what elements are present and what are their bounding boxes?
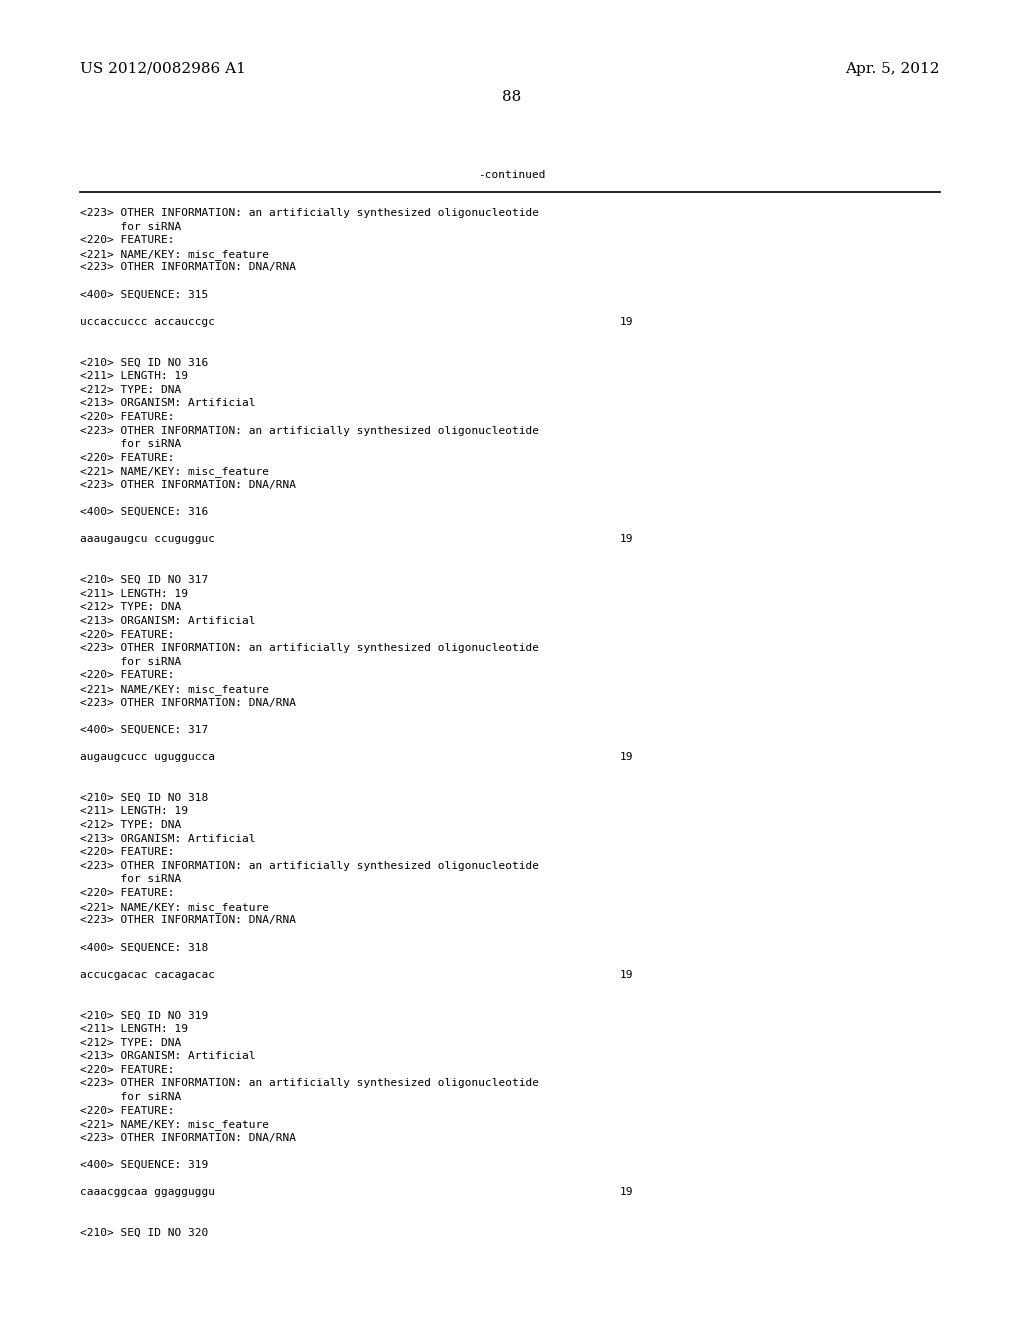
Text: <223> OTHER INFORMATION: an artificially synthesized oligonucleotide: <223> OTHER INFORMATION: an artificially… xyxy=(80,643,539,653)
Text: <210> SEQ ID NO 316: <210> SEQ ID NO 316 xyxy=(80,358,208,367)
Text: 19: 19 xyxy=(620,1187,634,1197)
Text: <213> ORGANISM: Artificial: <213> ORGANISM: Artificial xyxy=(80,1051,256,1061)
Text: <220> FEATURE:: <220> FEATURE: xyxy=(80,1106,174,1115)
Text: <212> TYPE: DNA: <212> TYPE: DNA xyxy=(80,1038,181,1048)
Text: <223> OTHER INFORMATION: DNA/RNA: <223> OTHER INFORMATION: DNA/RNA xyxy=(80,697,296,708)
Text: <220> FEATURE:: <220> FEATURE: xyxy=(80,235,174,246)
Text: <223> OTHER INFORMATION: DNA/RNA: <223> OTHER INFORMATION: DNA/RNA xyxy=(80,1133,296,1143)
Text: <400> SEQUENCE: 319: <400> SEQUENCE: 319 xyxy=(80,1160,208,1170)
Text: <221> NAME/KEY: misc_feature: <221> NAME/KEY: misc_feature xyxy=(80,248,269,260)
Text: <220> FEATURE:: <220> FEATURE: xyxy=(80,630,174,640)
Text: <210> SEQ ID NO 318: <210> SEQ ID NO 318 xyxy=(80,793,208,803)
Text: <223> OTHER INFORMATION: DNA/RNA: <223> OTHER INFORMATION: DNA/RNA xyxy=(80,263,296,272)
Text: <223> OTHER INFORMATION: an artificially synthesized oligonucleotide: <223> OTHER INFORMATION: an artificially… xyxy=(80,861,539,871)
Text: for siRNA: for siRNA xyxy=(80,657,181,667)
Text: <220> FEATURE:: <220> FEATURE: xyxy=(80,412,174,422)
Text: <213> ORGANISM: Artificial: <213> ORGANISM: Artificial xyxy=(80,834,256,843)
Text: <220> FEATURE:: <220> FEATURE: xyxy=(80,888,174,898)
Text: <400> SEQUENCE: 317: <400> SEQUENCE: 317 xyxy=(80,725,208,735)
Text: Apr. 5, 2012: Apr. 5, 2012 xyxy=(846,62,940,77)
Text: 88: 88 xyxy=(503,90,521,104)
Text: accucgacac cacagacac: accucgacac cacagacac xyxy=(80,970,215,979)
Text: <223> OTHER INFORMATION: DNA/RNA: <223> OTHER INFORMATION: DNA/RNA xyxy=(80,915,296,925)
Text: <210> SEQ ID NO 319: <210> SEQ ID NO 319 xyxy=(80,1010,208,1020)
Text: <221> NAME/KEY: misc_feature: <221> NAME/KEY: misc_feature xyxy=(80,466,269,478)
Text: <221> NAME/KEY: misc_feature: <221> NAME/KEY: misc_feature xyxy=(80,1119,269,1130)
Text: <211> LENGTH: 19: <211> LENGTH: 19 xyxy=(80,807,188,816)
Text: US 2012/0082986 A1: US 2012/0082986 A1 xyxy=(80,62,246,77)
Text: <223> OTHER INFORMATION: an artificially synthesized oligonucleotide: <223> OTHER INFORMATION: an artificially… xyxy=(80,209,539,218)
Text: <213> ORGANISM: Artificial: <213> ORGANISM: Artificial xyxy=(80,399,256,408)
Text: <211> LENGTH: 19: <211> LENGTH: 19 xyxy=(80,589,188,599)
Text: <213> ORGANISM: Artificial: <213> ORGANISM: Artificial xyxy=(80,616,256,626)
Text: <210> SEQ ID NO 320: <210> SEQ ID NO 320 xyxy=(80,1228,208,1238)
Text: for siRNA: for siRNA xyxy=(80,1092,181,1102)
Text: <220> FEATURE:: <220> FEATURE: xyxy=(80,1065,174,1074)
Text: -continued: -continued xyxy=(478,170,546,180)
Text: <223> OTHER INFORMATION: an artificially synthesized oligonucleotide: <223> OTHER INFORMATION: an artificially… xyxy=(80,1078,539,1089)
Text: aaaugaugcu ccugugguc: aaaugaugcu ccugugguc xyxy=(80,535,215,544)
Text: <220> FEATURE:: <220> FEATURE: xyxy=(80,671,174,680)
Text: 19: 19 xyxy=(620,317,634,327)
Text: <210> SEQ ID NO 317: <210> SEQ ID NO 317 xyxy=(80,576,208,585)
Text: <212> TYPE: DNA: <212> TYPE: DNA xyxy=(80,820,181,830)
Text: <221> NAME/KEY: misc_feature: <221> NAME/KEY: misc_feature xyxy=(80,902,269,912)
Text: uccaccuccc accauccgc: uccaccuccc accauccgc xyxy=(80,317,215,327)
Text: <211> LENGTH: 19: <211> LENGTH: 19 xyxy=(80,1024,188,1034)
Text: <220> FEATURE:: <220> FEATURE: xyxy=(80,847,174,857)
Text: for siRNA: for siRNA xyxy=(80,874,181,884)
Text: <223> OTHER INFORMATION: an artificially synthesized oligonucleotide: <223> OTHER INFORMATION: an artificially… xyxy=(80,425,539,436)
Text: for siRNA: for siRNA xyxy=(80,440,181,449)
Text: <212> TYPE: DNA: <212> TYPE: DNA xyxy=(80,385,181,395)
Text: caaacggcaa ggagguggu: caaacggcaa ggagguggu xyxy=(80,1187,215,1197)
Text: <221> NAME/KEY: misc_feature: <221> NAME/KEY: misc_feature xyxy=(80,684,269,694)
Text: <400> SEQUENCE: 316: <400> SEQUENCE: 316 xyxy=(80,507,208,517)
Text: <212> TYPE: DNA: <212> TYPE: DNA xyxy=(80,602,181,612)
Text: <400> SEQUENCE: 318: <400> SEQUENCE: 318 xyxy=(80,942,208,953)
Text: <220> FEATURE:: <220> FEATURE: xyxy=(80,453,174,463)
Text: <400> SEQUENCE: 315: <400> SEQUENCE: 315 xyxy=(80,289,208,300)
Text: <223> OTHER INFORMATION: DNA/RNA: <223> OTHER INFORMATION: DNA/RNA xyxy=(80,480,296,490)
Text: 19: 19 xyxy=(620,535,634,544)
Text: augaugcucc uguggucca: augaugcucc uguggucca xyxy=(80,752,215,762)
Text: 19: 19 xyxy=(620,970,634,979)
Text: for siRNA: for siRNA xyxy=(80,222,181,231)
Text: 19: 19 xyxy=(620,752,634,762)
Text: <211> LENGTH: 19: <211> LENGTH: 19 xyxy=(80,371,188,381)
